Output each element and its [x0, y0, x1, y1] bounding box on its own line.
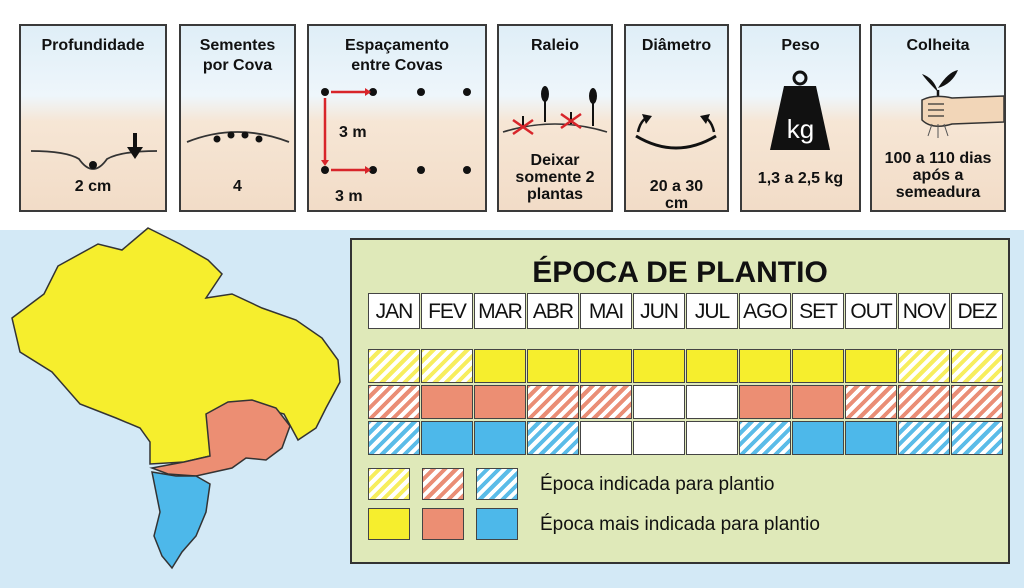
calendar-cell-orange-abr: [527, 385, 579, 419]
month-header: FEV: [421, 293, 473, 329]
month-header: NOV: [898, 293, 950, 329]
calendar-cell-orange-set: [792, 385, 844, 419]
calendar-cell-yellow-fev: [421, 349, 473, 383]
hand-harvest-icon: [921, 70, 1004, 138]
panel-title: Profundidade: [41, 37, 145, 54]
calendar-cell-orange-mar: [474, 385, 526, 419]
legend-swatch-orange-striped: [422, 468, 464, 500]
month-header: JUL: [686, 293, 738, 329]
calendar-cell-blue-ago: [739, 421, 791, 455]
calendar-cell-blue-fev: [421, 421, 473, 455]
calendar-cell-blue-mai: [580, 421, 632, 455]
panel-title: Espaçamento entre Covas: [344, 37, 450, 74]
panel-title: Colheita: [906, 37, 970, 54]
month-header: JUN: [633, 293, 685, 329]
calendar-cell-yellow-mai: [580, 349, 632, 383]
month-header: AGO: [739, 293, 791, 329]
calendar-cell-yellow-set: [792, 349, 844, 383]
calendar-cell-orange-jan: [368, 385, 420, 419]
legend-swatch-blue-solid: [476, 508, 518, 540]
panel-colheita: Colheita 100 a 110 dias após a semeadura: [870, 24, 1006, 212]
calendar-cell-blue-set: [792, 421, 844, 455]
map-region-north: [11, 227, 341, 465]
calendar-cell-orange-nov: [898, 385, 950, 419]
calendar-cell-blue-jan: [368, 421, 420, 455]
calendar-cell-yellow-dez: [951, 349, 1003, 383]
month-header: DEZ: [951, 293, 1003, 329]
weight-icon: [770, 70, 830, 150]
calendar-cell-orange-fev: [421, 385, 473, 419]
legend-swatch-yellow-striped: [368, 468, 410, 500]
calendar-cell-yellow-out: [845, 349, 897, 383]
panel-value: 1,3 a 2,5 kg: [757, 170, 844, 187]
diameter-icon: [635, 114, 717, 150]
legend-swatch-blue-striped: [476, 468, 518, 500]
map-region-southeast: [149, 399, 291, 477]
calendar-cell-orange-dez: [951, 385, 1003, 419]
legend-swatch-orange-solid: [422, 508, 464, 540]
panel-diametro: Diâmetro 20 a 30 cm: [624, 24, 729, 212]
legend-swatch-yellow-solid: [368, 508, 410, 540]
weight-label: kg: [786, 114, 815, 144]
panel-raleio: Raleio Deixar somente 2 plantas: [497, 24, 613, 212]
panel-value: Deixar somente 2 plantas: [515, 152, 595, 203]
panel-value: 20 a 30 cm: [649, 178, 704, 212]
seeds-icon: [186, 131, 290, 143]
calendar-cell-yellow-ago: [739, 349, 791, 383]
spacing-vertical-label: 3 m: [339, 124, 367, 141]
calendar-title: ÉPOCA DE PLANTIO: [532, 256, 828, 289]
panel-title: Sementes por Cova: [199, 37, 276, 74]
panel-title: Peso: [781, 37, 820, 54]
month-header: MAI: [580, 293, 632, 329]
calendar-cell-orange-mai: [580, 385, 632, 419]
spacing-grid-icon: [321, 88, 471, 174]
planting-calendar: ÉPOCA DE PLANTIO JAN FEV MAR ABR MAI JUN JUL AG…: [350, 238, 1010, 564]
calendar-cell-yellow-nov: [898, 349, 950, 383]
brazil-map: [11, 227, 341, 570]
calendar-cell-blue-jun: [633, 421, 685, 455]
month-header: ABR: [527, 293, 579, 329]
calendar-cell-yellow-abr: [527, 349, 579, 383]
panel-espacamento: Espaçamento entre Covas 3 m 3 m: [307, 24, 487, 212]
legend-label-mais: Época mais indicada para plantio: [540, 514, 820, 535]
calendar-cell-blue-mar: [474, 421, 526, 455]
panel-sementes: Sementes por Cova 4: [179, 24, 296, 212]
calendar-cell-orange-jun: [633, 385, 685, 419]
calendar-cell-orange-jul: [686, 385, 738, 419]
map-region-south: [151, 471, 211, 570]
panel-title: Diâmetro: [641, 37, 712, 54]
month-header: OUT: [845, 293, 897, 329]
panel-value: 4: [233, 178, 242, 195]
calendar-cell-blue-out: [845, 421, 897, 455]
calendar-cell-orange-ago: [739, 385, 791, 419]
thinning-plants-icon: [502, 86, 608, 136]
panel-profundidade: Profundidade 2 cm: [19, 24, 167, 212]
calendar-cell-yellow-jul: [686, 349, 738, 383]
spacing-horizontal-label: 3 m: [335, 188, 363, 205]
calendar-cell-blue-nov: [898, 421, 950, 455]
panel-title: Raleio: [530, 37, 579, 54]
legend-label-indicada: Época indicada para plantio: [540, 474, 775, 495]
hole-icon: [30, 133, 158, 170]
calendar-cell-blue-abr: [527, 421, 579, 455]
panel-peso: Peso kg 1,3 a 2,5 kg: [740, 24, 861, 212]
panel-value: 100 a 110 dias após a semeadura: [884, 150, 992, 201]
month-header: MAR: [474, 293, 526, 329]
month-header: SET: [792, 293, 844, 329]
month-header: JAN: [368, 293, 420, 329]
calendar-cell-yellow-jan: [368, 349, 420, 383]
calendar-cell-yellow-jun: [633, 349, 685, 383]
calendar-cell-orange-out: [845, 385, 897, 419]
calendar-cell-yellow-mar: [474, 349, 526, 383]
calendar-cell-blue-jul: [686, 421, 738, 455]
calendar-cell-blue-dez: [951, 421, 1003, 455]
panel-value: 2 cm: [74, 178, 112, 195]
